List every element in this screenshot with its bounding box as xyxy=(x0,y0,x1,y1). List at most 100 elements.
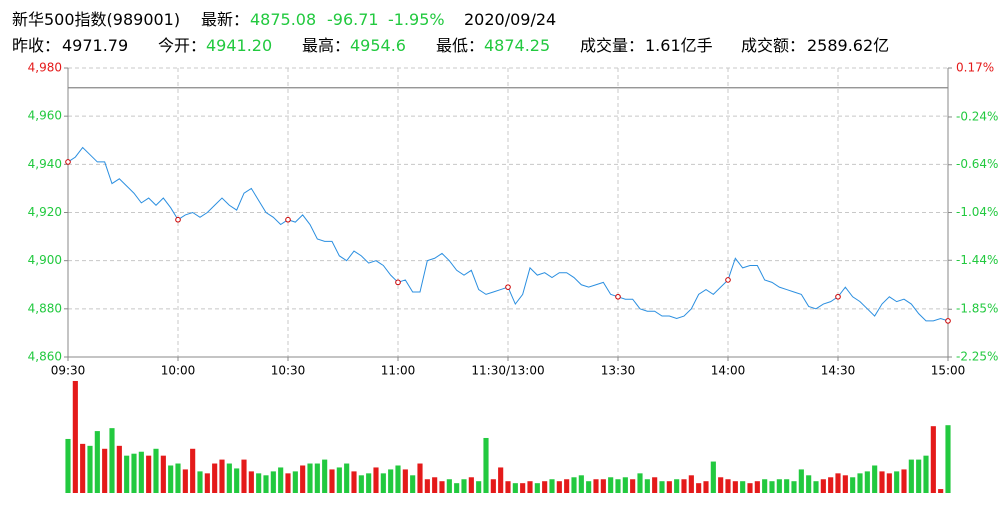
volume-bar xyxy=(637,473,643,493)
volume-bar xyxy=(842,475,848,493)
volume-bar xyxy=(703,481,709,493)
volume-bar xyxy=(116,445,122,493)
y2-tick-label: -2.25% xyxy=(956,350,998,364)
x-tick-label: 11:30/13:00 xyxy=(471,364,544,378)
volume-bar xyxy=(439,481,445,493)
volume-bar xyxy=(380,473,386,493)
volume-bar xyxy=(476,481,482,493)
volume-bar xyxy=(168,465,174,493)
volume-bar xyxy=(373,467,379,493)
volume-bar xyxy=(490,479,496,493)
marker xyxy=(835,293,841,300)
header-text: 4874.25 xyxy=(484,36,551,55)
volume-bar xyxy=(366,473,372,493)
volume-bar xyxy=(747,483,753,493)
volume-bar xyxy=(512,483,518,493)
volume-bar xyxy=(248,471,254,493)
header-text: 最新： xyxy=(201,10,250,29)
marker xyxy=(505,284,511,290)
y-tick-label: 4,860 xyxy=(28,350,62,364)
x-tick-label: 14:00 xyxy=(711,364,746,378)
x-tick-label: 14:30 xyxy=(821,364,856,378)
y2-tick-label: -0.64% xyxy=(956,157,998,171)
volume-bar xyxy=(688,475,694,493)
x-tick-label: 10:00 xyxy=(161,364,196,378)
volume-bar xyxy=(454,483,460,493)
header-text: 成交量： xyxy=(580,36,645,55)
volume-bar xyxy=(916,459,922,493)
volume-bar xyxy=(388,469,394,493)
volume-bar xyxy=(945,425,951,493)
volume-bar xyxy=(644,479,650,493)
volume-bar xyxy=(608,477,614,493)
volume-bar xyxy=(806,475,812,493)
volume-bar xyxy=(160,455,166,493)
volume-bar xyxy=(600,479,606,493)
volume-bar xyxy=(835,473,841,493)
volume-bar xyxy=(776,479,782,493)
volume-bar xyxy=(87,445,93,493)
volume-bar xyxy=(182,469,188,493)
volume-bar xyxy=(784,479,790,493)
volume-bar xyxy=(322,459,328,493)
volume-bar xyxy=(351,471,357,493)
volume-bar xyxy=(329,469,335,493)
volume-bar xyxy=(124,455,130,493)
volume-bar xyxy=(791,481,797,493)
marker xyxy=(945,318,951,324)
marker xyxy=(395,279,401,286)
volume-bar xyxy=(938,489,944,493)
volume-bar xyxy=(630,479,636,493)
volume-bar xyxy=(534,483,540,493)
volume-bar xyxy=(190,448,196,493)
volume-bar xyxy=(894,471,900,493)
volume-bar xyxy=(498,467,504,493)
volume-bar xyxy=(798,469,804,493)
volume-bar xyxy=(424,479,430,493)
volume-bar xyxy=(666,481,672,493)
volume-bar xyxy=(153,448,159,493)
volume-bar xyxy=(754,481,760,493)
y-tick-label: 4,880 xyxy=(28,301,62,315)
volume-bar xyxy=(432,477,438,493)
volume-bar xyxy=(556,481,562,493)
volume-bar xyxy=(197,471,203,493)
header-text: 4941.20 xyxy=(206,36,273,55)
volume-bar xyxy=(586,481,592,493)
volume-bar xyxy=(520,483,526,493)
header-text: -1.95% xyxy=(388,10,445,29)
header-text: 昨收： xyxy=(12,36,61,55)
header-text: 4971.79 xyxy=(62,36,129,55)
y-tick-label: 4,900 xyxy=(28,253,62,267)
volume-bar xyxy=(593,479,599,493)
header-text: 今开： xyxy=(158,36,207,55)
volume-bar xyxy=(344,463,350,493)
volume-bar xyxy=(65,438,71,493)
x-tick-label: 09:30 xyxy=(51,364,86,378)
volume-bar xyxy=(762,479,768,493)
volume-bar xyxy=(578,475,584,493)
volume-bar xyxy=(718,477,724,493)
volume-bar xyxy=(527,481,533,493)
y2-tick-label: -0.24% xyxy=(956,109,998,123)
header-text: 1.61亿手 xyxy=(645,36,713,55)
volume-bar xyxy=(740,481,746,493)
volume-bar xyxy=(622,477,628,493)
volume-bar xyxy=(94,431,100,493)
volume-bar xyxy=(219,459,225,493)
volume-bar xyxy=(710,461,716,493)
volume-bar xyxy=(872,465,878,493)
volume-bar xyxy=(564,479,570,493)
volume-bar xyxy=(446,479,452,493)
volume-bar xyxy=(358,475,364,493)
y-tick-label: 4,940 xyxy=(28,157,62,171)
header-text: 4875.08 xyxy=(250,10,317,29)
volume-bar xyxy=(109,428,115,493)
marker xyxy=(725,277,731,283)
volume-bar xyxy=(417,463,423,493)
volume-bar xyxy=(696,483,702,493)
volume-bar xyxy=(278,467,284,493)
volume-bar xyxy=(138,451,144,493)
volume-bar xyxy=(732,481,738,493)
